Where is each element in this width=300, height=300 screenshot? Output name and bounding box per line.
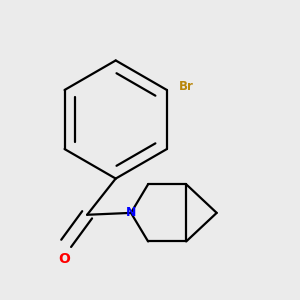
Text: N: N [126,206,136,219]
Text: Br: Br [179,80,194,93]
Text: O: O [58,252,70,266]
